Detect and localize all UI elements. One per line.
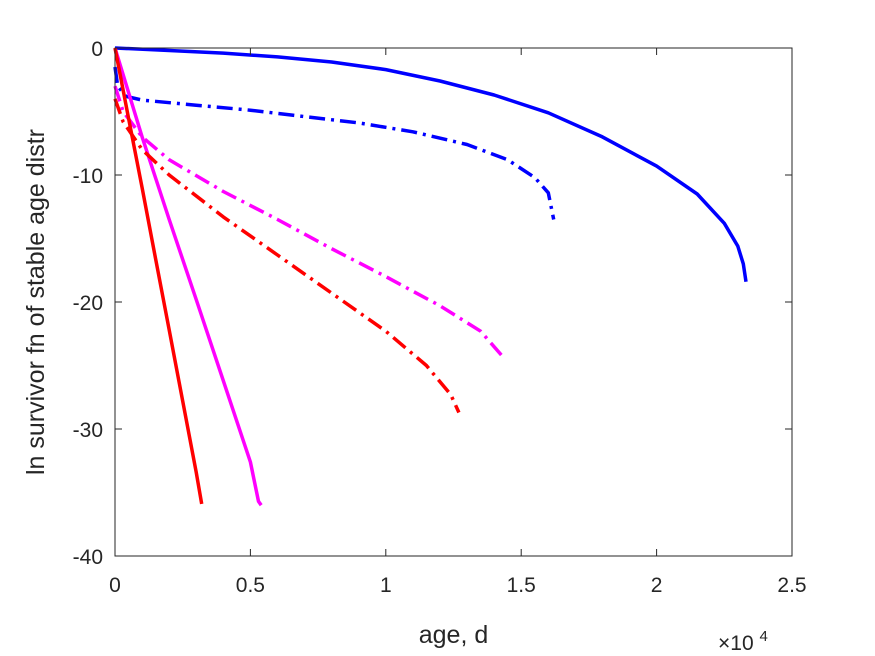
ticks-layer: 0 0.5 1 1.5 2 2.5 0 -10 -20 -30 -40 xyxy=(73,38,807,597)
series-line-3 xyxy=(113,47,263,507)
series-line-6 xyxy=(113,98,461,414)
series-line-5 xyxy=(113,47,204,505)
series-layer xyxy=(113,46,748,507)
y-tick-label: -40 xyxy=(73,546,103,569)
x-axis-exponent-base: ×10 xyxy=(718,632,754,655)
x-tick-label: 1 xyxy=(380,574,392,597)
y-tick-label: -30 xyxy=(73,419,103,442)
x-tick-label: 1.5 xyxy=(507,574,536,597)
x-tick-label: 2.5 xyxy=(777,574,806,597)
x-tick-label: 0 xyxy=(109,574,121,597)
y-axis-label: ln survivor fn of stable age distr xyxy=(22,129,50,475)
x-axis-exponent: ×10 4 xyxy=(718,628,768,655)
x-tick-label: 0.5 xyxy=(236,574,265,597)
y-tick-label: -10 xyxy=(73,165,103,188)
x-axis-exponent-power: 4 xyxy=(759,628,767,645)
x-axis-label: age, d xyxy=(419,621,489,649)
y-tick-label: -20 xyxy=(73,292,103,315)
plot-area xyxy=(115,48,792,556)
y-tick-label: 0 xyxy=(91,38,103,61)
series-line-4 xyxy=(113,85,507,361)
x-tick-label: 2 xyxy=(651,574,663,597)
